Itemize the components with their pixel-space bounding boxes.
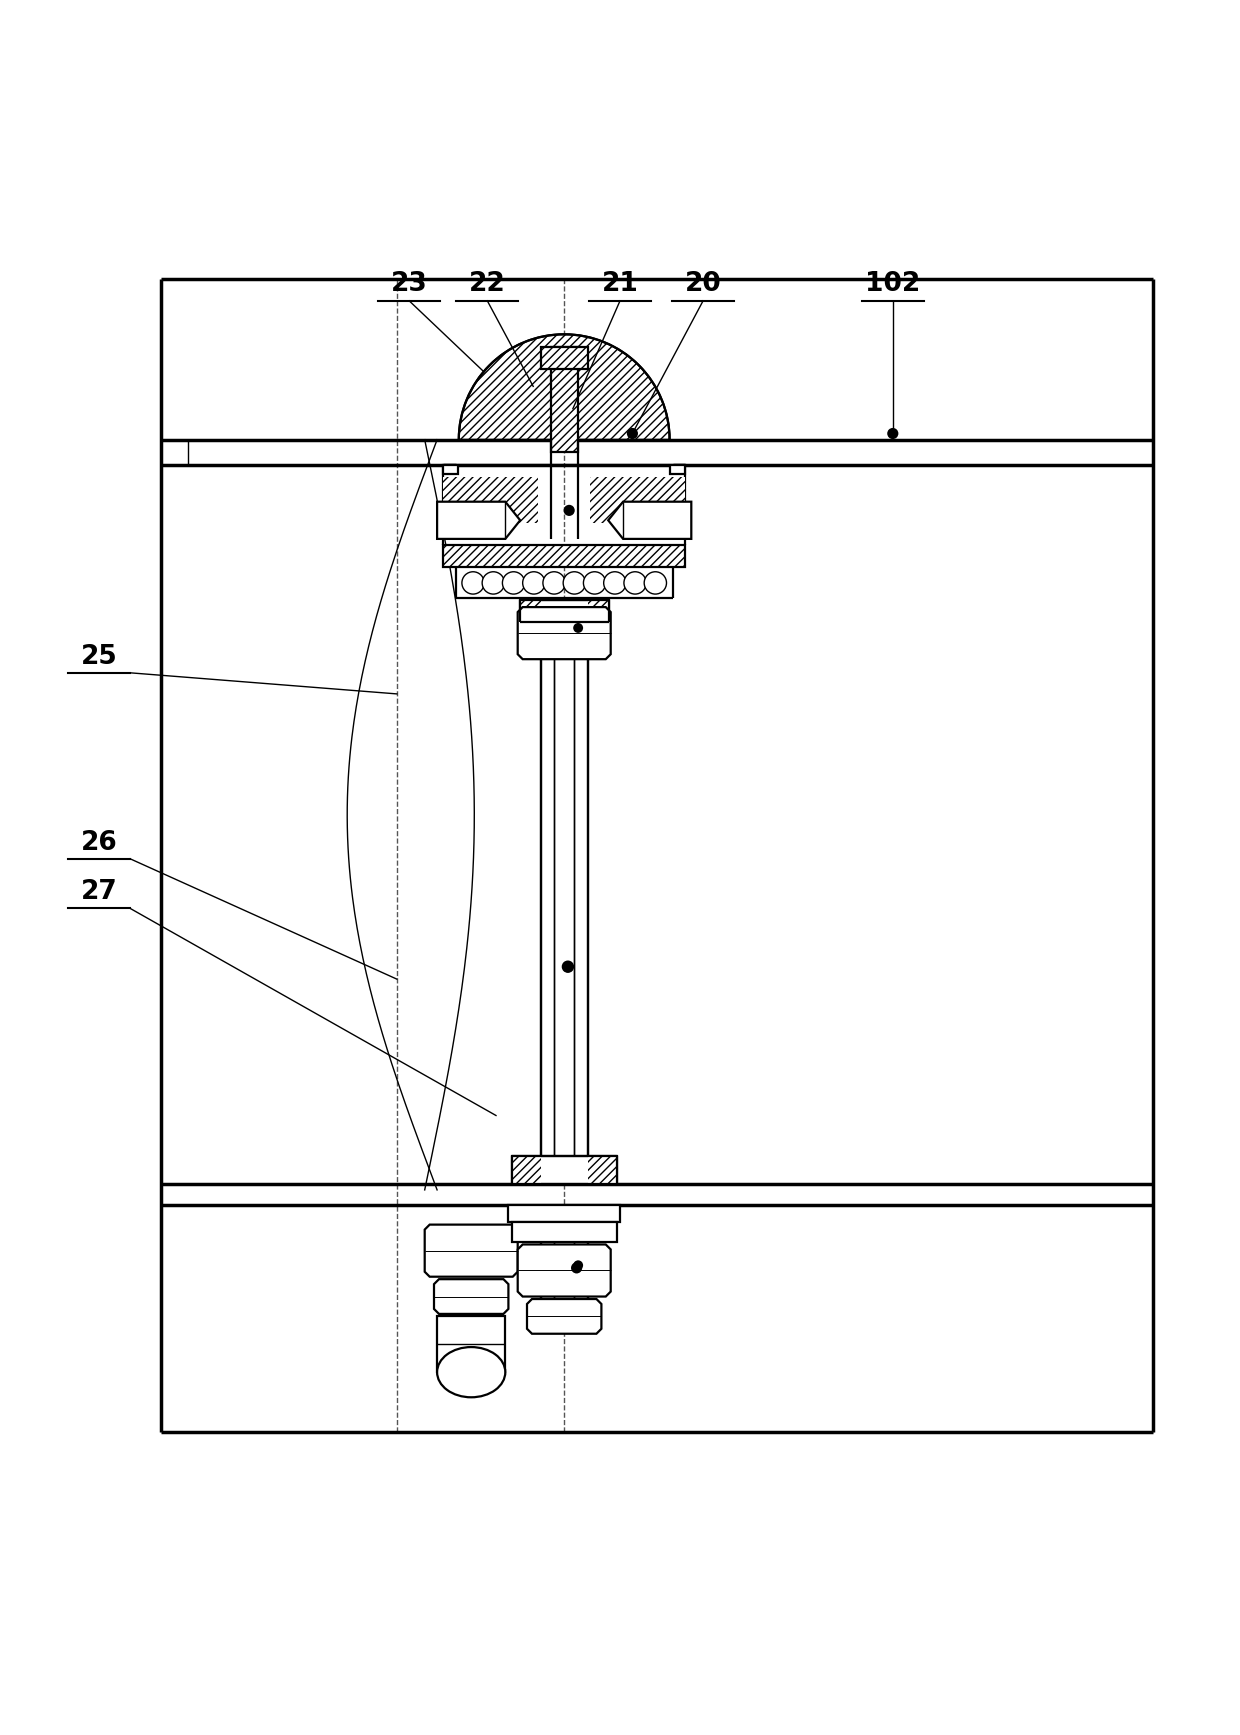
- Circle shape: [887, 429, 898, 439]
- Polygon shape: [434, 1279, 508, 1313]
- Text: 26: 26: [81, 829, 118, 855]
- Bar: [670, 465, 684, 474]
- Text: 20: 20: [684, 271, 722, 297]
- Circle shape: [482, 573, 505, 593]
- Circle shape: [563, 961, 574, 972]
- Circle shape: [604, 573, 626, 593]
- Bar: [436, 1317, 506, 1372]
- Polygon shape: [518, 607, 611, 659]
- Circle shape: [645, 573, 666, 593]
- Wedge shape: [459, 335, 670, 439]
- Polygon shape: [608, 501, 692, 540]
- Circle shape: [573, 1260, 583, 1270]
- Text: 27: 27: [81, 880, 118, 906]
- Bar: [520, 600, 609, 621]
- Polygon shape: [527, 1300, 601, 1334]
- Bar: [588, 1157, 618, 1183]
- Circle shape: [570, 1263, 583, 1273]
- Circle shape: [563, 573, 585, 593]
- Circle shape: [463, 573, 485, 593]
- Text: 21: 21: [601, 271, 639, 297]
- Text: 22: 22: [469, 271, 506, 297]
- Bar: [444, 545, 684, 567]
- Circle shape: [543, 573, 565, 593]
- Bar: [444, 477, 538, 522]
- Circle shape: [562, 961, 574, 973]
- Circle shape: [523, 573, 546, 593]
- Bar: [512, 1157, 618, 1183]
- Bar: [508, 1204, 620, 1221]
- Bar: [588, 600, 609, 621]
- Circle shape: [573, 623, 583, 633]
- Circle shape: [502, 573, 525, 593]
- Bar: [590, 477, 684, 522]
- Bar: [541, 1204, 588, 1320]
- Bar: [541, 347, 588, 370]
- Bar: [512, 1221, 618, 1242]
- Text: 25: 25: [81, 644, 118, 670]
- Polygon shape: [518, 1244, 611, 1296]
- Circle shape: [583, 573, 605, 593]
- Bar: [512, 1157, 541, 1183]
- Polygon shape: [424, 1225, 518, 1277]
- Bar: [551, 347, 578, 453]
- Text: 102: 102: [866, 271, 920, 297]
- Ellipse shape: [436, 1346, 506, 1397]
- Text: 23: 23: [391, 271, 428, 297]
- Bar: [444, 465, 459, 474]
- Polygon shape: [438, 501, 521, 540]
- Circle shape: [563, 505, 575, 515]
- Bar: [541, 600, 588, 1183]
- Circle shape: [626, 429, 639, 439]
- Circle shape: [624, 573, 646, 593]
- Bar: [520, 600, 541, 621]
